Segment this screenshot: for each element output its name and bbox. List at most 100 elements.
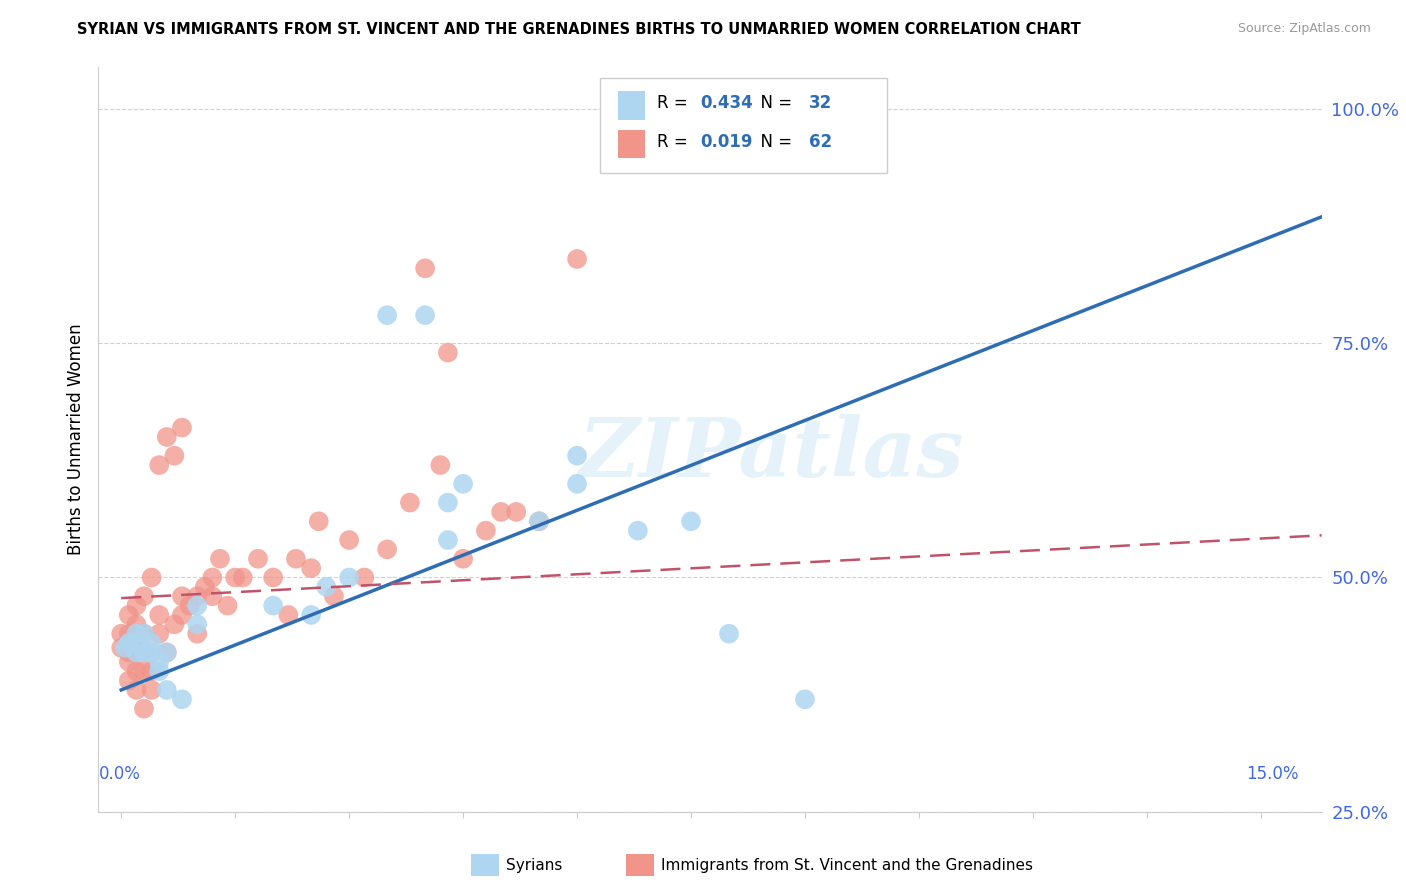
Point xyxy=(505,505,527,519)
Point xyxy=(132,664,155,678)
Point xyxy=(201,589,224,603)
Text: N =: N = xyxy=(751,133,797,151)
Point xyxy=(565,449,588,463)
Point xyxy=(337,533,360,547)
Point xyxy=(437,345,460,359)
Point xyxy=(679,514,702,528)
Point xyxy=(170,420,193,434)
Point xyxy=(132,589,155,603)
Point xyxy=(429,458,451,472)
Point xyxy=(413,308,436,322)
Point xyxy=(118,636,141,650)
Point xyxy=(186,599,208,613)
Point xyxy=(141,645,163,659)
Point xyxy=(125,599,148,613)
Point xyxy=(451,476,474,491)
Point xyxy=(794,692,817,706)
Point xyxy=(125,617,148,632)
Point xyxy=(186,617,208,632)
Point xyxy=(186,626,208,640)
Point xyxy=(132,701,155,715)
Point xyxy=(262,570,284,584)
Point xyxy=(277,607,299,622)
Point xyxy=(437,495,460,509)
Point xyxy=(232,570,254,584)
Point xyxy=(375,308,398,322)
Point xyxy=(353,570,375,584)
Point xyxy=(118,626,141,640)
Text: 0.019: 0.019 xyxy=(700,133,752,151)
FancyBboxPatch shape xyxy=(619,91,645,120)
Point xyxy=(413,261,436,276)
Point xyxy=(141,664,163,678)
Point xyxy=(170,607,193,622)
Point xyxy=(527,514,550,528)
Point xyxy=(299,561,322,575)
Text: 15.0%: 15.0% xyxy=(1246,765,1299,783)
Point xyxy=(141,645,163,659)
Point xyxy=(156,645,179,659)
Point xyxy=(246,551,269,566)
Point xyxy=(148,655,170,669)
Point xyxy=(170,589,193,603)
Point xyxy=(148,458,170,472)
Text: 32: 32 xyxy=(808,94,832,112)
Point xyxy=(527,514,550,528)
Point xyxy=(399,495,422,509)
Point xyxy=(118,673,141,688)
Point xyxy=(141,570,163,584)
Point xyxy=(118,645,141,659)
Point xyxy=(148,626,170,640)
Point xyxy=(132,645,155,659)
Text: R =: R = xyxy=(658,94,693,112)
Text: N =: N = xyxy=(751,94,797,112)
Point xyxy=(201,570,224,584)
Point xyxy=(118,655,141,669)
Point xyxy=(132,626,155,640)
Text: Immigrants from St. Vincent and the Grenadines: Immigrants from St. Vincent and the Gren… xyxy=(661,858,1033,872)
Point xyxy=(125,626,148,640)
Point xyxy=(375,542,398,557)
Point xyxy=(179,599,201,613)
Point xyxy=(284,551,307,566)
Point xyxy=(323,589,346,603)
Point xyxy=(437,533,460,547)
Point xyxy=(156,682,179,697)
Point xyxy=(148,607,170,622)
Point xyxy=(156,645,179,659)
Point xyxy=(299,607,322,622)
Text: R =: R = xyxy=(658,133,693,151)
Point xyxy=(163,617,186,632)
Point xyxy=(627,524,650,538)
Point xyxy=(118,607,141,622)
Point xyxy=(475,524,498,538)
Point xyxy=(125,645,148,659)
Point xyxy=(186,589,208,603)
Point xyxy=(337,570,360,584)
Point xyxy=(148,664,170,678)
Point xyxy=(565,476,588,491)
Y-axis label: Births to Unmarried Women: Births to Unmarried Women xyxy=(66,324,84,555)
Point xyxy=(217,599,239,613)
Point xyxy=(110,626,132,640)
Point xyxy=(489,505,512,519)
Point xyxy=(125,636,148,650)
Text: Source: ZipAtlas.com: Source: ZipAtlas.com xyxy=(1237,22,1371,36)
Text: Syrians: Syrians xyxy=(506,858,562,872)
Point xyxy=(141,682,163,697)
Point xyxy=(114,640,136,655)
Point xyxy=(132,645,155,659)
FancyBboxPatch shape xyxy=(619,130,645,158)
Point xyxy=(565,252,588,266)
Point xyxy=(262,599,284,613)
Point xyxy=(451,551,474,566)
Text: 62: 62 xyxy=(808,133,832,151)
Point xyxy=(141,636,163,650)
Point xyxy=(163,449,186,463)
Point xyxy=(194,580,217,594)
Point xyxy=(224,570,246,584)
Text: SYRIAN VS IMMIGRANTS FROM ST. VINCENT AND THE GRENADINES BIRTHS TO UNMARRIED WOM: SYRIAN VS IMMIGRANTS FROM ST. VINCENT AN… xyxy=(77,22,1081,37)
Point xyxy=(315,580,337,594)
Text: ZIPatlas: ZIPatlas xyxy=(578,414,965,494)
Point xyxy=(156,430,179,444)
